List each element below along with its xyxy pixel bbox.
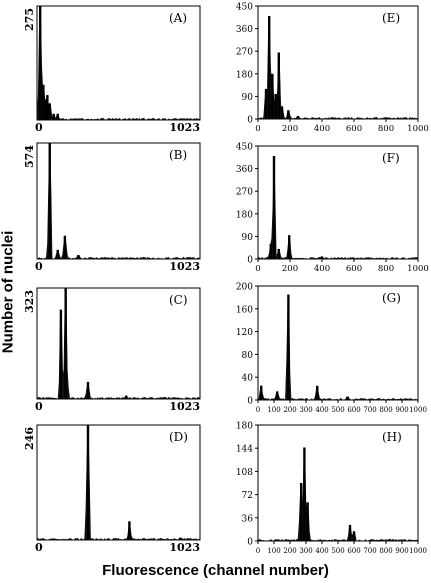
y-tick-label: 275 (23, 8, 36, 31)
y-tick-label: 323 (23, 290, 36, 313)
panel-label: (H) (382, 430, 402, 444)
x-tick-label: 0 (255, 264, 260, 274)
x-tick-label: 200 (282, 264, 298, 274)
panel-label: (A) (169, 11, 187, 25)
y-tick-label: 270 (236, 48, 253, 58)
histogram-panel: (H) 0 36 72 108 144 180 0 100 200 300 400 500 600 700 8… (236, 422, 427, 556)
x-tick-label: 600 (347, 406, 360, 414)
y-tick-label: 200 (236, 283, 253, 293)
x-tick-label: 800 (379, 406, 392, 414)
x-tick-label: 400 (315, 547, 328, 555)
x-axis-label: Fluorescence (channel number) (102, 562, 329, 579)
histogram-panel: (B) 0 1023 574 (23, 142, 201, 273)
x-tick-label: 200 (283, 406, 296, 414)
histogram-area (257, 155, 419, 260)
x-tick-label: 0 (35, 260, 43, 273)
histogram-panel: (E) 0 90 180 270 360 450 0 200 400 600 800 1000 (236, 3, 429, 135)
y-tick-label: 80 (242, 351, 254, 361)
x-tick-label: 400 (314, 264, 330, 274)
y-tick-label: 0 (247, 256, 253, 266)
x-tick-label: 1000 (407, 124, 429, 134)
y-tick-label: 0 (247, 116, 253, 126)
panel-label: (B) (169, 148, 187, 162)
x-tick-label: 800 (379, 547, 392, 555)
y-tick-label: 360 (236, 165, 253, 175)
x-tick-label: 300 (299, 406, 312, 414)
x-tick-label: 0 (35, 541, 43, 554)
panel-label: (F) (382, 151, 400, 165)
x-tick-label: 200 (283, 547, 296, 555)
histogram-panel: (C) 0 1023 323 (23, 287, 201, 413)
x-tick-label: 100 (267, 406, 280, 414)
y-tick-label: 90 (242, 233, 254, 243)
x-tick-label: 0 (255, 124, 260, 134)
histogram-area (36, 293, 201, 400)
histogram-area (257, 18, 419, 120)
x-tick-label: 1000 (409, 547, 427, 555)
histogram-area (36, 10, 201, 121)
y-tick-label: 144 (236, 445, 253, 455)
y-tick-label: 246 (23, 427, 36, 450)
y-tick-label: 0 (247, 397, 253, 407)
x-tick-label: 1000 (407, 264, 429, 274)
x-tick-label: 1023 (169, 400, 200, 413)
x-tick-label: 1023 (169, 121, 200, 134)
x-tick-label: 1023 (169, 541, 200, 554)
x-tick-label: 100 (267, 547, 280, 555)
x-tick-label: 200 (282, 124, 298, 134)
histogram-area (36, 427, 201, 541)
x-tick-label: 0 (256, 406, 260, 414)
histogram-panel: (F) 0 90 180 270 360 450 0 200 400 600 800 1000 (236, 143, 429, 275)
x-tick-label: 1000 (409, 406, 427, 414)
y-tick-label: 180 (236, 422, 253, 432)
panel-label: (D) (169, 430, 188, 444)
x-tick-label: 800 (378, 264, 394, 274)
histogram-area (257, 453, 419, 542)
histogram-panel: (A) 0 1023 275 (23, 5, 201, 134)
y-tick-label: 360 (236, 25, 253, 35)
histogram-panel: (D) 0 1023 246 (23, 424, 201, 554)
x-tick-label: 700 (363, 406, 376, 414)
x-tick-label: 1023 (169, 260, 200, 273)
y-tick-label: 180 (236, 210, 253, 220)
y-tick-label: 450 (236, 143, 253, 153)
panel-label: (G) (382, 291, 401, 305)
y-tick-label: 108 (236, 468, 253, 478)
x-tick-label: 600 (346, 264, 362, 274)
x-tick-label: 600 (347, 547, 360, 555)
x-tick-label: 0 (35, 121, 43, 134)
y-tick-label: 0 (247, 538, 253, 548)
x-tick-label: 0 (256, 547, 260, 555)
y-tick-label: 180 (236, 70, 253, 80)
x-tick-label: 500 (331, 547, 344, 555)
x-tick-label: 300 (299, 547, 312, 555)
panel-label: (C) (169, 293, 188, 307)
y-tick-label: 120 (236, 328, 253, 338)
y-tick-label: 450 (236, 3, 253, 13)
x-tick-label: 700 (363, 547, 376, 555)
panel-label: (E) (382, 11, 400, 25)
x-tick-label: 600 (346, 124, 362, 134)
x-tick-label: 400 (314, 124, 330, 134)
x-tick-label: 900 (395, 406, 408, 414)
x-tick-label: 900 (395, 547, 408, 555)
y-tick-label: 36 (242, 514, 254, 524)
y-tick-label: 90 (242, 93, 254, 103)
x-tick-label: 0 (35, 400, 43, 413)
y-tick-label: 40 (242, 374, 254, 384)
histogram-area (257, 300, 419, 401)
y-tick-label: 574 (23, 145, 36, 168)
y-tick-label: 270 (236, 188, 253, 198)
y-tick-label: 160 (236, 305, 253, 315)
y-tick-label: 72 (242, 491, 253, 501)
x-tick-label: 400 (315, 406, 328, 414)
x-tick-label: 500 (331, 406, 344, 414)
y-axis-label: Number of nuclei (0, 230, 17, 354)
x-tick-label: 800 (378, 124, 394, 134)
